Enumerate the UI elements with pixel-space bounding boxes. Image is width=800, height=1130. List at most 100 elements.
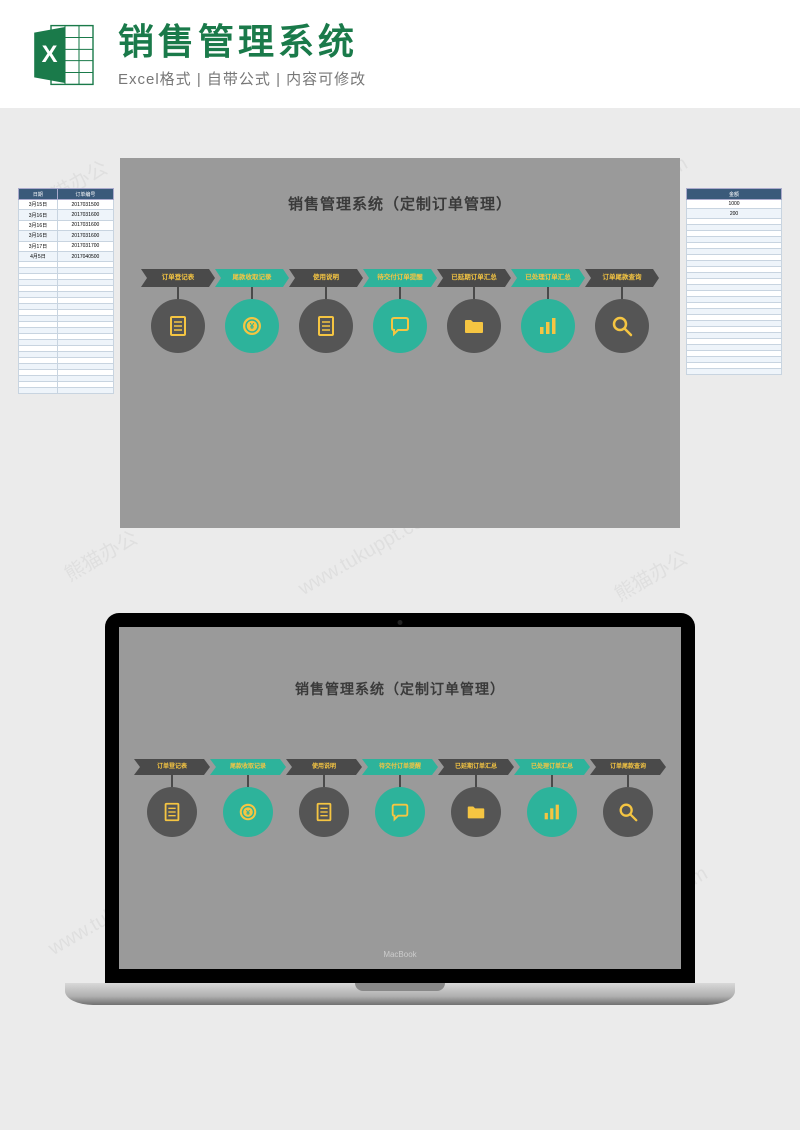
nav-tab-label: 待交付订单提醒 xyxy=(377,274,423,281)
nav-tab[interactable]: 订单登记表 xyxy=(134,759,210,775)
header: X 销售管理系统 Excel格式 | 自带公式 | 内容可修改 xyxy=(0,0,800,108)
nav-item[interactable]: 待交付订单提醒 xyxy=(363,269,437,353)
coin-icon: ¥ xyxy=(240,314,264,338)
folder-icon xyxy=(462,314,486,338)
connector xyxy=(473,287,475,299)
coin-icon: ¥ xyxy=(237,801,259,823)
nav-item[interactable]: 已处理订单汇总 xyxy=(511,269,585,353)
connector xyxy=(171,775,173,787)
nav-item[interactable]: 尾款收取记录 ¥ xyxy=(215,269,289,353)
search-icon xyxy=(617,801,639,823)
connector xyxy=(551,775,553,787)
nav-tab-label: 尾款收取记录 xyxy=(230,764,266,770)
dashboard-title: 销售管理系统（定制订单管理） xyxy=(119,679,681,699)
nav-circle[interactable] xyxy=(299,299,353,353)
nav-tab[interactable]: 尾款收取记录 xyxy=(215,269,289,287)
nav-item[interactable]: 订单登记表 xyxy=(134,759,210,837)
nav-tab[interactable]: 待交付订单提醒 xyxy=(363,269,437,287)
nav-circle[interactable] xyxy=(147,787,197,837)
nav-circle[interactable] xyxy=(375,787,425,837)
nav-tab-label: 已处理订单汇总 xyxy=(525,274,571,281)
nav-tab-label: 已延期订单汇总 xyxy=(451,274,497,281)
nav-tab-label: 使用说明 xyxy=(312,764,336,770)
nav-item[interactable]: 已处理订单汇总 xyxy=(514,759,590,837)
excel-icon: X xyxy=(30,20,100,90)
connector xyxy=(399,287,401,299)
nav-tab[interactable]: 订单尾款查询 xyxy=(590,759,666,775)
connector xyxy=(325,287,327,299)
nav-tab[interactable]: 待交付订单提醒 xyxy=(362,759,438,775)
nav-circle[interactable]: ¥ xyxy=(225,299,279,353)
nav-circle[interactable] xyxy=(373,299,427,353)
connector xyxy=(323,775,325,787)
nav-tab-label: 订单尾款查询 xyxy=(603,274,642,281)
nav-tab-label: 已处理订单汇总 xyxy=(531,764,573,770)
nav-tab[interactable]: 订单尾款查询 xyxy=(585,269,659,287)
bars-icon xyxy=(541,801,563,823)
dashboard-panel: 销售管理系统（定制订单管理） 订单登记表 尾款收取记录 ¥ 使用说明 待交付订单提醒 已延… xyxy=(120,158,680,528)
doc-icon xyxy=(313,801,335,823)
nav-item[interactable]: 已延期订单汇总 xyxy=(437,269,511,353)
connector xyxy=(251,287,253,299)
spreadsheet-right: 金额1000200 xyxy=(686,188,782,375)
nav-circle[interactable] xyxy=(451,787,501,837)
nav-item[interactable]: 订单尾款查询 xyxy=(585,269,659,353)
nav-circle[interactable] xyxy=(595,299,649,353)
nav-tab[interactable]: 使用说明 xyxy=(286,759,362,775)
nav-tab-label: 使用说明 xyxy=(313,274,339,281)
doc-icon xyxy=(314,314,338,338)
nav-arrow-row: 订单登记表 尾款收取记录 ¥ 使用说明 待交付订单提醒 已延期订单汇总 已处理订单汇总 订单尾… xyxy=(120,269,680,353)
nav-circle[interactable] xyxy=(603,787,653,837)
nav-item[interactable]: 待交付订单提醒 xyxy=(362,759,438,837)
nav-circle[interactable] xyxy=(151,299,205,353)
nav-tab-label: 订单登记表 xyxy=(157,764,187,770)
dashboard-panel-laptop: 销售管理系统（定制订单管理） 订单登记表 尾款收取记录 ¥ 使用说明 待交付订单提醒 已延… xyxy=(119,627,681,969)
connector xyxy=(547,287,549,299)
laptop-brand: MacBook xyxy=(383,950,416,959)
nav-tab-label: 订单尾款查询 xyxy=(610,764,646,770)
nav-arrow-row: 订单登记表 尾款收取记录 ¥ 使用说明 待交付订单提醒 已延期订单汇总 已处理订单汇总 订单尾… xyxy=(119,759,681,837)
nav-item[interactable]: 已延期订单汇总 xyxy=(438,759,514,837)
nav-circle[interactable] xyxy=(527,787,577,837)
nav-tab[interactable]: 已处理订单汇总 xyxy=(514,759,590,775)
nav-item[interactable]: 订单登记表 xyxy=(141,269,215,353)
chat-icon xyxy=(389,801,411,823)
laptop-mockup: 销售管理系统（定制订单管理） 订单登记表 尾款收取记录 ¥ 使用说明 待交付订单提醒 已延… xyxy=(65,613,735,1005)
svg-text:¥: ¥ xyxy=(250,322,255,331)
spreadsheet-left: 日期订单编号3月15日20170315003月16日20170316003月16… xyxy=(18,188,114,394)
connector xyxy=(475,775,477,787)
connector xyxy=(177,287,179,299)
page-title: 销售管理系统 xyxy=(118,22,770,62)
nav-circle[interactable] xyxy=(521,299,575,353)
nav-item[interactable]: 使用说明 xyxy=(289,269,363,353)
nav-item[interactable]: 使用说明 xyxy=(286,759,362,837)
nav-tab-label: 待交付订单提醒 xyxy=(379,764,421,770)
connector xyxy=(247,775,249,787)
nav-tab-label: 订单登记表 xyxy=(162,274,195,281)
connector xyxy=(399,775,401,787)
nav-circle[interactable] xyxy=(299,787,349,837)
nav-circle[interactable] xyxy=(447,299,501,353)
nav-tab[interactable]: 使用说明 xyxy=(289,269,363,287)
svg-text:X: X xyxy=(42,41,58,68)
nav-tab-label: 已延期订单汇总 xyxy=(455,764,497,770)
search-icon xyxy=(610,314,634,338)
nav-tab[interactable]: 已延期订单汇总 xyxy=(438,759,514,775)
nav-item[interactable]: 订单尾款查询 xyxy=(590,759,666,837)
bars-icon xyxy=(536,314,560,338)
doc-icon xyxy=(161,801,183,823)
nav-tab-label: 尾款收取记录 xyxy=(233,274,272,281)
nav-tab[interactable]: 订单登记表 xyxy=(141,269,215,287)
nav-circle[interactable]: ¥ xyxy=(223,787,273,837)
connector xyxy=(627,775,629,787)
dashboard-title: 销售管理系统（定制订单管理） xyxy=(120,193,680,214)
page-subtitle: Excel格式 | 自带公式 | 内容可修改 xyxy=(118,68,770,89)
nav-tab[interactable]: 已延期订单汇总 xyxy=(437,269,511,287)
doc-icon xyxy=(166,314,190,338)
nav-tab[interactable]: 尾款收取记录 xyxy=(210,759,286,775)
nav-tab[interactable]: 已处理订单汇总 xyxy=(511,269,585,287)
template-preview-top: 日期订单编号3月15日20170315003月16日20170316003月16… xyxy=(50,158,750,528)
nav-item[interactable]: 尾款收取记录 ¥ xyxy=(210,759,286,837)
folder-icon xyxy=(465,801,487,823)
connector xyxy=(621,287,623,299)
